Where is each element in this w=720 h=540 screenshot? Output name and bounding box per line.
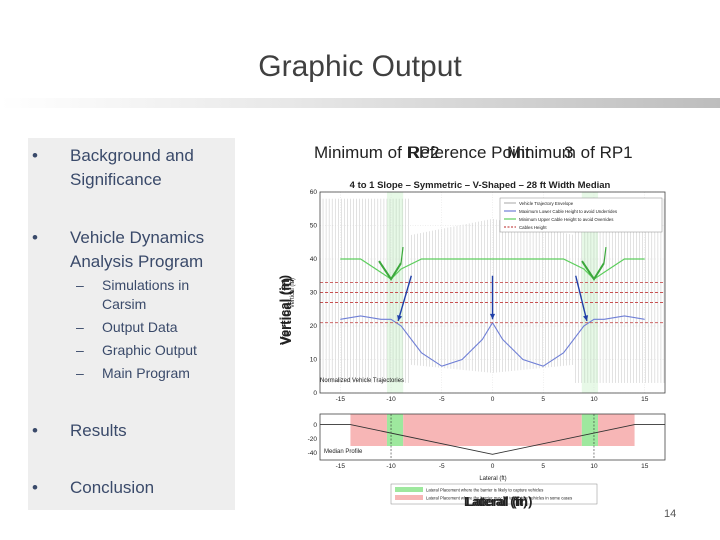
bullet-icon: • [32, 228, 38, 247]
legend-label: Minimum Upper Cable Height to avoid Over… [519, 217, 614, 222]
capture-zone [581, 414, 599, 446]
median-profile-line [320, 424, 665, 455]
x-tick-label: 0 [491, 463, 495, 470]
legend-box: Vehicle Trajectory Envelope Maximum Lowe… [499, 197, 663, 233]
blue-arrow-icon [489, 275, 496, 320]
bullet-icon: • [32, 478, 38, 497]
main-ylabel: Vertical (in) [290, 278, 296, 308]
y-tick-label: 50 [310, 223, 318, 230]
y-tick-label: 20 [310, 323, 318, 330]
bottom-legend: Lateral Placement where the barrier is l… [390, 483, 598, 505]
y-tick-label: 0 [313, 390, 317, 397]
sub-item-label: Simulations in [102, 277, 190, 293]
outline-item-label: Results [70, 421, 127, 440]
slide-title: Graphic Output [258, 50, 462, 83]
x-tick-label: 5 [541, 463, 545, 470]
dash-icon: – [76, 342, 84, 358]
legend-label: Lateral Placement where the barrier is l… [426, 488, 543, 493]
dash-icon: – [76, 277, 84, 293]
blue-arrow-icon [575, 275, 589, 322]
y-tick-label: 10 [310, 357, 318, 364]
figure: 4 to 1 Slope – Symmetric – V-Shaped – 28… [288, 178, 672, 506]
x-tick-label: -10 [386, 463, 396, 470]
outline-item-label: Background and [70, 146, 194, 165]
x-tick-label: -10 [386, 396, 396, 403]
legend-label: Lateral Placement where the barrier may … [426, 496, 572, 501]
blue-arrow-icon-head [489, 313, 496, 320]
figure-title: 4 to 1 Slope – Symmetric – V-Shaped – 28… [350, 180, 611, 191]
sub-item-label: Carsim [102, 296, 147, 312]
blue-arrow-icon-shaft [397, 275, 412, 322]
x-tick-label: 0 [491, 396, 495, 403]
title-divider [0, 98, 720, 108]
outline-item-label: Vehicle Dynamics [70, 228, 205, 247]
green-arrow-icon-tail [400, 247, 404, 264]
legend-label: Maximum Lower Cable Height to avoid Unde… [519, 209, 618, 214]
x-tick-label: 15 [641, 396, 649, 403]
sub-item-label: Graphic Output [102, 342, 197, 358]
overlay-ylabel-b: Vertical (ft) [279, 277, 294, 345]
fail-zone [350, 414, 387, 446]
y-tick-label: 60 [310, 189, 318, 196]
fail-zone [403, 414, 582, 446]
x-tick-label: 10 [590, 463, 598, 470]
blue-arrow-icon-shaft [575, 275, 588, 322]
outline-item-label: Conclusion [70, 478, 155, 497]
main-plot-frame [319, 191, 666, 394]
dash-icon: – [76, 319, 84, 335]
y-tick-label: 40 [310, 256, 318, 263]
annotation-minimum-rp1: Minimum of RP1 [507, 143, 633, 162]
annotation-point-number: 3 [564, 143, 574, 162]
x-tick-label: 10 [590, 396, 598, 403]
outline-item-label: Significance [70, 170, 162, 189]
bullet-icon: • [32, 146, 38, 165]
annotation-minimum-rp2: Minimum of RP2 [314, 143, 440, 162]
sub-item-label: Output Data [102, 319, 178, 335]
x-tick-label: -15 [336, 396, 346, 403]
sub-item-label: Main Program [102, 365, 190, 381]
y-tick-label: 0 [313, 422, 317, 429]
green-arrow-icon [378, 247, 404, 281]
normalized-trajectories-label: Normalized Vehicle Trajectories [320, 378, 404, 384]
blue-arrow-icon-head [583, 315, 589, 321]
bullet-icon: • [32, 421, 38, 440]
overlay-xlabel-b: Lateral (in) [466, 494, 533, 509]
overlay-xlabel-a: Lateral (ft) [464, 494, 528, 509]
y-tick-label: -40 [308, 450, 318, 457]
fail-zone [598, 414, 635, 446]
x-tick-label: 15 [641, 463, 649, 470]
y-tick-label: 30 [310, 290, 318, 297]
page-number: 14 [664, 508, 677, 520]
y-tick-label: -20 [308, 436, 318, 443]
x-tick-label: -15 [336, 463, 346, 470]
x-tick-label: -5 [439, 396, 445, 403]
capture-zone [386, 414, 404, 446]
median-profile-label: Median Profile [324, 449, 363, 455]
profile-plot-frame [319, 413, 666, 461]
green-arrow-icon-v [378, 260, 402, 281]
green-arrow-icon [581, 247, 607, 281]
dash-icon: – [76, 365, 84, 381]
outline-panel [28, 138, 235, 510]
profile-xlabel: Lateral (ft) [479, 476, 506, 482]
x-tick-label: -5 [439, 463, 445, 470]
legend-label: Vehicle Trajectory Envelope [519, 201, 574, 206]
blue-arrow-icon [397, 275, 412, 322]
green-arrow-icon-v [581, 260, 605, 281]
blue-arrow-icon-head [397, 315, 403, 321]
green-arrow-icon-tail [603, 247, 607, 264]
legend-label: Cables Height [519, 225, 547, 230]
annotation-reference-point: Reference Point [408, 143, 530, 162]
outline-item-label: Analysis Program [70, 252, 204, 271]
x-tick-label: 5 [541, 396, 545, 403]
